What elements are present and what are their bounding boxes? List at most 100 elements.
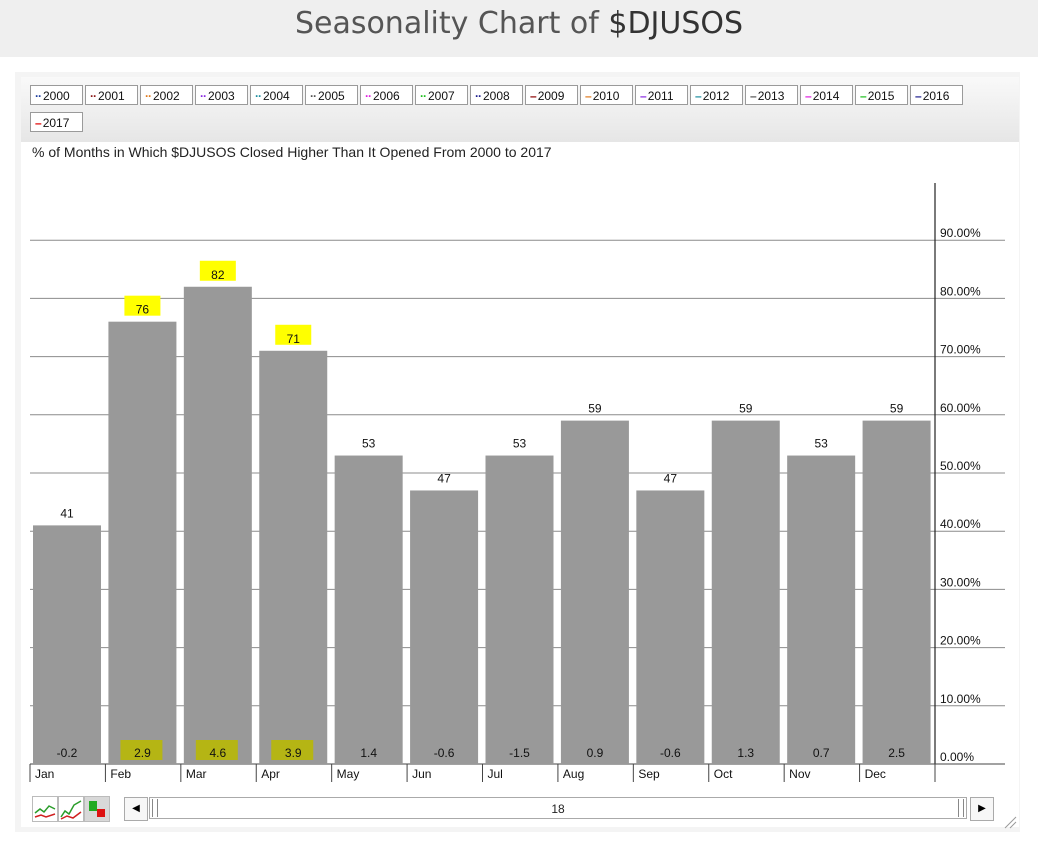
legend-item-2010[interactable]: –2010 — [580, 85, 633, 105]
y-tick-label: 70.00% — [940, 343, 981, 357]
bar-value-label: 47 — [437, 471, 451, 485]
bar-chart-icon[interactable] — [84, 796, 110, 822]
bar-apr — [259, 350, 328, 764]
y-tick-label: 30.00% — [940, 575, 981, 589]
bar-value-label: 59 — [739, 402, 753, 416]
legend-label: 2009 — [537, 89, 565, 103]
scroll-handle-left[interactable] — [152, 799, 158, 817]
legend-label: 2010 — [592, 89, 620, 103]
bar-change-label: 1.4 — [360, 746, 377, 760]
scroll-left-button[interactable]: ◀ — [124, 797, 148, 821]
legend-label: 2015 — [867, 89, 895, 103]
legend-swatch: – — [860, 89, 867, 103]
value-highlight — [275, 324, 312, 345]
legend-swatch: ·· — [90, 89, 97, 103]
bar-value-label: 53 — [814, 437, 828, 451]
value-highlight — [199, 260, 236, 281]
legend-item-2008[interactable]: ·· 2008 — [470, 85, 523, 105]
bar-value-label: 71 — [287, 332, 301, 346]
page-title-symbol: $DJUSOS — [608, 6, 744, 41]
legend-label: 2008 — [483, 89, 510, 103]
legend-label: 2012 — [702, 89, 730, 103]
legend-item-2009[interactable]: –2009 — [525, 85, 578, 105]
legend-swatch: ·· — [310, 89, 317, 103]
legend-item-2005[interactable]: ·· 2005 — [305, 85, 358, 105]
legend-item-2001[interactable]: ·· 2001 — [85, 85, 138, 105]
x-tick-label: May — [337, 767, 360, 781]
page-title-prefix: Seasonality Chart of — [294, 6, 609, 41]
scroll-right-button[interactable]: ▶ — [970, 797, 994, 821]
legend-item-2006[interactable]: ·· 2006 — [360, 85, 413, 105]
legend-swatch: ·· — [255, 89, 262, 103]
bar-value-label: 53 — [362, 437, 376, 451]
bar-change-label: -1.5 — [509, 746, 530, 760]
legend-swatch: – — [695, 89, 702, 103]
legend-item-2012[interactable]: –2012 — [690, 85, 743, 105]
legend-swatch: ·· — [35, 89, 42, 103]
bar-change-label: -0.2 — [57, 746, 78, 760]
legend-label: 2007 — [428, 89, 455, 103]
legend-swatch: – — [530, 89, 537, 103]
legend-item-2015[interactable]: –2015 — [855, 85, 908, 105]
x-tick-label: Dec — [865, 767, 886, 781]
legend-swatch: – — [750, 89, 757, 103]
resize-grip-icon[interactable] — [1003, 815, 1017, 829]
bar-value-label: 53 — [513, 437, 527, 451]
legend-swatch: ·· — [200, 89, 207, 103]
legend-label: 2001 — [98, 89, 125, 103]
bar-value-label: 76 — [136, 303, 150, 317]
y-tick-label: 80.00% — [940, 284, 981, 298]
legend-label: 2011 — [647, 89, 674, 103]
legend-swatch: – — [915, 89, 922, 103]
bar-jan — [33, 525, 101, 764]
x-tick-label: Mar — [186, 767, 207, 781]
legend-item-2011[interactable]: –2011 — [635, 85, 688, 105]
bar-change-label: 2.9 — [134, 746, 151, 760]
y-tick-label: 60.00% — [940, 401, 981, 415]
y-tick-label: 20.00% — [940, 634, 981, 648]
x-tick-label: Apr — [261, 767, 280, 781]
y-tick-label: 50.00% — [940, 459, 981, 473]
change-highlight — [195, 740, 238, 760]
legend-item-2016[interactable]: –2016 — [910, 85, 963, 105]
x-tick-label: Jun — [412, 767, 431, 781]
bar-oct — [711, 420, 780, 764]
page-title: Seasonality Chart of $DJUSOS — [0, 6, 1038, 41]
y-tick-label: 0.00% — [940, 750, 974, 764]
page-header: Seasonality Chart of $DJUSOS — [0, 0, 1038, 57]
legend-item-2000[interactable]: ·· 2000 — [30, 85, 83, 105]
bar-change-label: 4.6 — [209, 746, 226, 760]
legend-item-2007[interactable]: ·· 2007 — [415, 85, 468, 105]
x-tick-label: Nov — [789, 767, 810, 781]
legend-label: 2014 — [812, 89, 840, 103]
legend-item-2014[interactable]: –2014 — [800, 85, 853, 105]
legend-swatch: ·· — [420, 89, 427, 103]
change-highlight — [271, 740, 314, 760]
legend-item-2003[interactable]: ·· 2003 — [195, 85, 248, 105]
y-tick-label: 10.00% — [940, 692, 981, 706]
scroll-track[interactable]: 18 — [149, 797, 967, 819]
bar-value-label: 41 — [60, 506, 74, 520]
chart-subtitle: % of Months in Which $DJUSOS Closed High… — [32, 144, 552, 160]
legend-swatch: – — [585, 89, 592, 103]
legend-item-2017[interactable]: –2017 — [30, 112, 83, 132]
bar-change-label: 1.3 — [737, 746, 754, 760]
legend-item-2004[interactable]: ·· 2004 — [250, 85, 303, 105]
scroll-handle-right[interactable] — [958, 799, 964, 817]
change-highlight — [120, 740, 163, 760]
performance-chart-icon[interactable] — [58, 796, 84, 822]
bar-change-label: 3.9 — [285, 746, 302, 760]
y-tick-label: 90.00% — [940, 226, 981, 240]
bar-jun — [410, 490, 479, 764]
bar-feb — [108, 321, 177, 764]
legend-item-2002[interactable]: ·· 2002 — [140, 85, 193, 105]
bar-value-label: 59 — [890, 402, 904, 416]
legend-swatch: – — [640, 89, 647, 103]
line-chart-icon[interactable] — [32, 796, 58, 822]
bar-dec — [862, 420, 931, 764]
legend-item-2013[interactable]: –2013 — [745, 85, 798, 105]
legend-swatch: – — [35, 116, 42, 130]
bar-mar — [183, 286, 252, 764]
bar-nov — [787, 455, 856, 764]
